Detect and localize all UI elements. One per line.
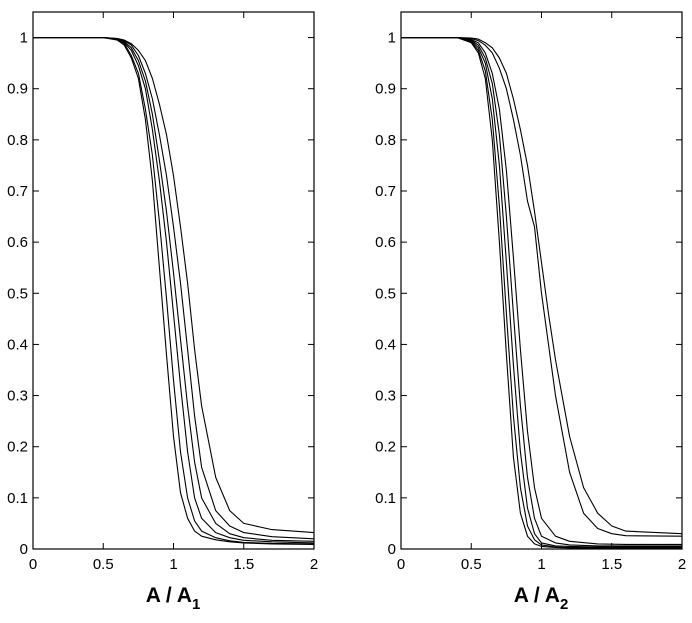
right-x-tick-label: 0.5 — [461, 556, 482, 573]
left-y-tick-label: 0 — [20, 541, 28, 558]
left-x-tick-label: 0 — [29, 556, 37, 573]
left-y-tick-labels: 0 0.1 0.2 0.3 0.4 0.5 0.6 0.7 0.8 0.9 1 — [7, 30, 28, 558]
right-y-tick-label: 0.4 — [375, 336, 396, 353]
left-plot-frame — [32, 11, 315, 550]
right-y-tick-label: 0.3 — [375, 388, 396, 405]
right-y-tick-label: 0.5 — [375, 285, 396, 302]
left-x-tick-label: 0.5 — [93, 556, 114, 573]
right-x-tick-label: 1 — [537, 556, 545, 573]
left-series-line-2 — [33, 37, 315, 544]
right-y-tick-label: 0 — [388, 541, 396, 558]
left-series-line-3 — [33, 37, 315, 542]
right-panel: 00.10.20.30.40.50.60.70.80.91 0 0.5 1 1.5 2 … — [375, 11, 686, 613]
left-y-tick-label: 0.1 — [7, 490, 28, 507]
right-series-line-4 — [401, 37, 682, 545]
right-x-tick-label: 2 — [678, 556, 686, 573]
left-curves — [33, 37, 315, 545]
right-series-line-2 — [401, 37, 682, 548]
right-y-tick-label: 1 — [388, 30, 396, 47]
left-y-tick-label: 0.5 — [7, 285, 28, 302]
left-series-line-0 — [33, 37, 315, 545]
left-y-tick-label: 0.9 — [7, 81, 28, 98]
right-x-tick-label: 0 — [397, 556, 405, 573]
right-y-tick-label: 0.2 — [375, 439, 396, 456]
left-x-tick-label: 1.5 — [233, 556, 254, 573]
right-plot-frame — [400, 11, 683, 550]
left-y-tick-label: 0.8 — [7, 132, 28, 149]
right-series-line-6 — [401, 37, 683, 535]
right-series-line-1 — [401, 37, 682, 549]
right-y-tick-labels: 0 0.1 0.2 0.3 0.4 0.5 0.6 0.7 0.8 0.9 1 — [375, 30, 396, 558]
right-x-axis-title-main: A / A — [514, 584, 560, 607]
left-series-line-4 — [33, 37, 315, 540]
left-x-tick-label: 2 — [310, 556, 318, 573]
left-series-line-5 — [33, 37, 315, 534]
left-y-tick-label: 0.2 — [7, 439, 28, 456]
right-x-axis-title-sub: 2 — [560, 596, 568, 613]
right-curves — [401, 37, 683, 549]
left-panel: 00.10.20.30.40.50.60.70.80.91 0 0.5 1 1.5 2 … — [7, 11, 318, 613]
right-y-tick-label: 0.1 — [375, 490, 396, 507]
left-y-tick-label: 1 — [20, 30, 28, 47]
right-y-tick-label: 0.8 — [375, 132, 396, 149]
left-ticks — [32, 12, 315, 550]
right-y-tick-label: 0.9 — [375, 81, 396, 98]
left-y-tick-label: 0.6 — [7, 234, 28, 251]
left-x-tick-labels: 0 0.5 1 1.5 2 — [29, 556, 318, 573]
right-series-line-5 — [401, 37, 683, 537]
left-x-axis-title-main: A / A — [146, 584, 192, 607]
right-ticks — [400, 12, 683, 550]
right-x-tick-label: 1.5 — [601, 556, 622, 573]
left-y-tick-label: 0.3 — [7, 388, 28, 405]
right-y-tick-label: 0.7 — [375, 183, 396, 200]
right-x-axis-title: A / A2 — [514, 584, 569, 613]
left-x-tick-label: 1 — [169, 556, 177, 573]
left-series-line-1 — [33, 37, 315, 545]
right-y-tick-label: 0.6 — [375, 234, 396, 251]
left-y-tick-label: 0.4 — [7, 336, 28, 353]
right-series-line-3 — [401, 37, 682, 547]
right-x-tick-labels: 0 0.5 1 1.5 2 — [397, 556, 686, 573]
left-x-axis-title: A / A1 — [146, 584, 201, 613]
left-y-tick-label: 0.7 — [7, 183, 28, 200]
left-x-axis-title-sub: 1 — [192, 596, 200, 613]
